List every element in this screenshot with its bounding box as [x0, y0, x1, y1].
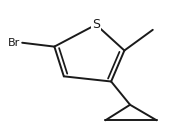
- Text: S: S: [92, 18, 100, 31]
- Text: Br: Br: [8, 38, 20, 48]
